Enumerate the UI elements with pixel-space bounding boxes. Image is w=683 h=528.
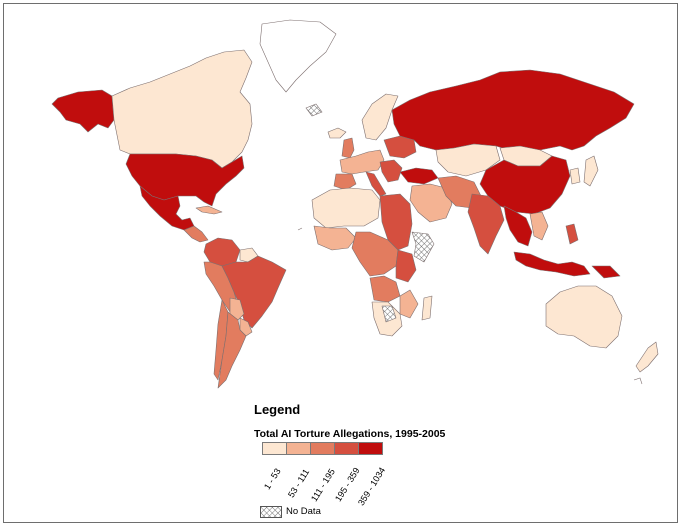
legend-swatch-1 [262,442,287,455]
country-southeast-asia [503,205,533,247]
island-atlantic [297,227,303,231]
region-botswana-no-data [381,305,397,323]
country-middle-east [409,183,453,223]
legend-heading: Legend [254,402,301,417]
country-argentina [217,311,247,389]
country-west-africa [313,225,357,251]
country-png [591,265,621,279]
country-east-africa [395,249,417,283]
legend-swatch-2 [286,442,311,455]
legend-subtitle: Total AI Torture Allegations, 1995-2005 [254,428,446,440]
country-uk [341,137,355,159]
country-mexico [139,185,195,231]
region-somalia-no-data [411,231,435,263]
country-india [467,193,505,255]
country-korea [569,167,581,185]
country-scandinavia [361,93,399,141]
country-iceland [327,127,347,139]
legend-swatch-3 [310,442,335,455]
country-brazil [221,255,287,329]
no-data-label: No Data [286,506,321,517]
island-svalbard [305,103,323,117]
country-greenland [259,19,337,93]
country-italy [365,171,387,197]
legend-swatch-4 [334,442,359,455]
country-alaska [51,89,115,133]
country-indochina [529,211,549,241]
country-madagascar [421,295,433,321]
country-angola [369,275,401,303]
legend-swatch-5 [358,442,383,455]
country-central-america [183,225,209,243]
country-paraguay [239,317,253,337]
island-pacific [633,377,643,385]
country-new-zealand [635,341,659,373]
country-philippines [565,223,579,245]
country-spain [333,173,357,191]
country-cuba [195,205,223,215]
country-egypt-sudan [379,193,413,251]
legend-swatches [262,442,383,455]
country-bolivia [229,297,245,321]
no-data-swatch [260,506,282,518]
country-north-africa-west [311,187,381,229]
country-australia [545,285,623,349]
country-canada [111,49,253,169]
country-central-africa [351,231,399,277]
country-russia [391,69,635,153]
country-kazakhstan [435,143,501,177]
country-indonesia [513,251,591,277]
country-balkans [379,159,403,183]
country-japan [583,155,599,187]
country-turkey [399,167,439,185]
country-mozambique [399,289,419,319]
